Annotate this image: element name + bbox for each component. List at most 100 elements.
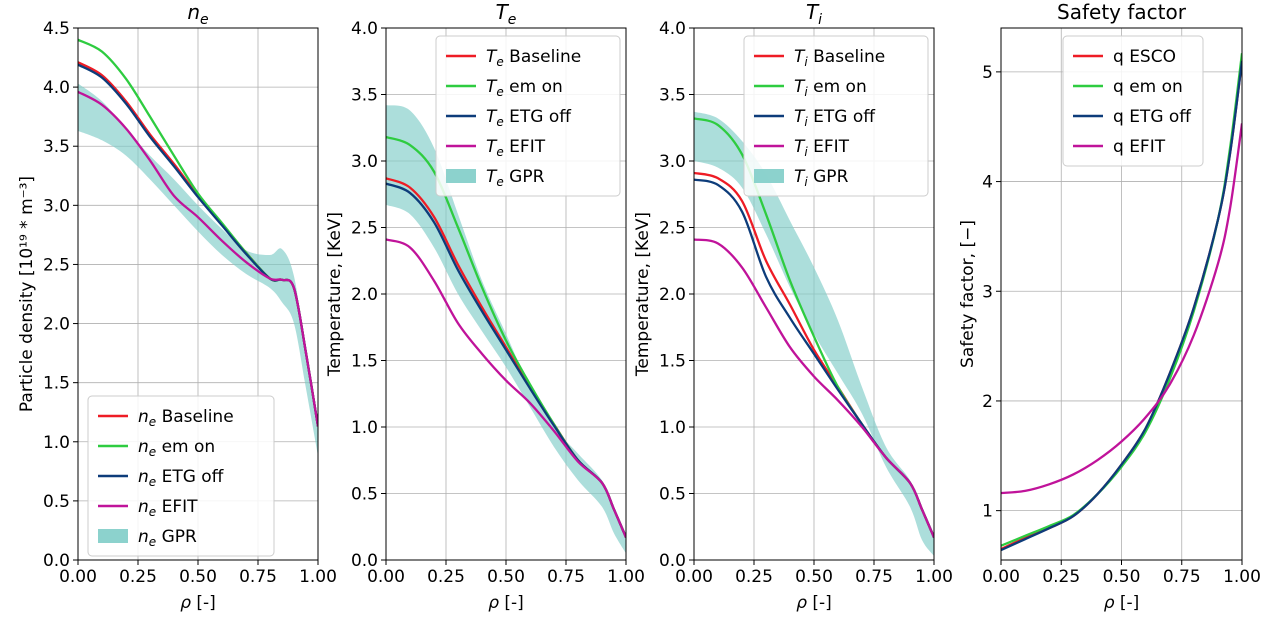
y-tick-label: 1.0 bbox=[43, 433, 70, 453]
legend: q ESCO q em on q ETG off q EFIT bbox=[1062, 35, 1204, 167]
y-tick-label: 3.5 bbox=[659, 86, 686, 106]
y-tick-label: 0.0 bbox=[659, 551, 686, 571]
panel-title: Safety factor bbox=[1057, 0, 1187, 24]
x-tick-label: 0.00 bbox=[367, 567, 405, 587]
legend-box bbox=[435, 35, 621, 197]
y-tick-label: 1.5 bbox=[659, 352, 686, 372]
y-tick-label: 0.0 bbox=[351, 551, 378, 571]
y-tick-label: 4.5 bbox=[43, 19, 70, 39]
y-tick-label: 3.0 bbox=[659, 152, 686, 172]
plot-area bbox=[694, 111, 934, 557]
plot-area bbox=[1001, 53, 1242, 552]
legend-label: Te ETG off bbox=[486, 107, 572, 129]
panel-3: 0.00 0.25 0.50 0.75 1.00 0.0 0.5 1.0 1.5 2.0 2.5 3.… bbox=[633, 0, 953, 613]
panel-4: 0.00 0.25 0.50 0.75 1.00 1 2 3 4 5 ρ [-] Safety fac… bbox=[958, 0, 1261, 613]
y-tick-label: 0.5 bbox=[659, 485, 686, 505]
x-tick-label: 0.00 bbox=[59, 567, 97, 587]
x-tick-label: 1.00 bbox=[299, 567, 337, 587]
y-axis-label: Temperature, [KeV] bbox=[325, 212, 345, 377]
y-tick-label: 1 bbox=[982, 502, 993, 522]
legend-label: Te GPR bbox=[486, 167, 545, 189]
y-tick-label: 1.5 bbox=[351, 352, 378, 372]
x-tick-label: 0.25 bbox=[735, 567, 773, 587]
legend-label: Ti em on bbox=[794, 77, 867, 99]
series-line-4 bbox=[386, 238, 626, 538]
y-tick-label: 5 bbox=[982, 63, 993, 83]
x-tick-label: 1.00 bbox=[1223, 567, 1261, 587]
series-line-4 bbox=[1001, 123, 1242, 495]
legend: ne Baseline ne em on ne ETG off ne EFIT ne G… bbox=[87, 395, 275, 557]
x-axis-label: ρ [-] bbox=[488, 593, 524, 613]
y-tick-label: 1.5 bbox=[43, 374, 70, 394]
y-tick-label: 1.0 bbox=[659, 418, 686, 438]
x-tick-label: 0.00 bbox=[982, 567, 1020, 587]
panel-title: Ti bbox=[806, 0, 822, 28]
y-axis-label: Particle density [10¹⁹ * m⁻³] bbox=[17, 176, 37, 412]
y-tick-label: 2.5 bbox=[659, 219, 686, 239]
y-tick-label: 2.0 bbox=[659, 285, 686, 305]
y-tick-label: 0.0 bbox=[43, 551, 70, 571]
y-tick-label: 2.5 bbox=[351, 219, 378, 239]
legend-label: ne ETG off bbox=[138, 467, 225, 489]
x-axis-label: ρ [-] bbox=[796, 593, 832, 613]
y-tick-label: 4 bbox=[982, 173, 993, 193]
panel-1: 0.00 0.25 0.50 0.75 1.00 0.0 0.5 1.0 1.5 2.0 2.5 3.… bbox=[17, 0, 337, 613]
y-tick-label: 3.5 bbox=[43, 137, 70, 157]
legend-label: Ti EFIT bbox=[794, 137, 850, 159]
legend-label: ne em on bbox=[138, 437, 215, 459]
series-line-4 bbox=[694, 238, 934, 538]
x-tick-label: 0.50 bbox=[487, 567, 525, 587]
legend-label: q ETG off bbox=[1113, 107, 1192, 127]
x-tick-label: 0.75 bbox=[855, 567, 893, 587]
legend-label: q em on bbox=[1113, 77, 1183, 97]
series-line-3 bbox=[1001, 60, 1242, 552]
panel-2: 0.00 0.25 0.50 0.75 1.00 0.0 0.5 1.0 1.5 2.0 2.5 3.… bbox=[325, 0, 645, 613]
legend-box bbox=[743, 35, 929, 197]
legend-label: Te Baseline bbox=[486, 47, 581, 69]
legend-box bbox=[87, 395, 275, 557]
x-tick-label: 0.50 bbox=[179, 567, 217, 587]
y-tick-label: 3.0 bbox=[43, 196, 70, 216]
legend: Te Baseline Te em on Te ETG off Te EFIT Te G… bbox=[435, 35, 621, 197]
x-tick-label: 0.75 bbox=[239, 567, 277, 587]
x-tick-label: 0.50 bbox=[795, 567, 833, 587]
y-tick-label: 2 bbox=[982, 392, 993, 412]
plot-area bbox=[386, 105, 626, 554]
y-axis-label: Safety factor, [−] bbox=[958, 220, 978, 368]
x-tick-label: 0.25 bbox=[427, 567, 465, 587]
y-tick-label: 4.0 bbox=[351, 19, 378, 39]
x-tick-label: 1.00 bbox=[915, 567, 953, 587]
x-tick-label: 0.75 bbox=[547, 567, 585, 587]
x-axis-label: ρ [-] bbox=[1104, 593, 1140, 613]
y-tick-label: 4.0 bbox=[43, 78, 70, 98]
x-tick-label: 0.00 bbox=[675, 567, 713, 587]
legend-label: q ESCO bbox=[1113, 47, 1176, 67]
panel-title: ne bbox=[187, 0, 208, 28]
y-tick-label: 3.5 bbox=[351, 86, 378, 106]
x-tick-label: 0.75 bbox=[1163, 567, 1201, 587]
series-line-4 bbox=[78, 90, 318, 427]
legend-swatch bbox=[446, 169, 476, 183]
y-tick-label: 0.5 bbox=[351, 485, 378, 505]
y-tick-label: 1.0 bbox=[351, 418, 378, 438]
legend-label: Ti Baseline bbox=[794, 47, 885, 69]
y-tick-label: 2.0 bbox=[351, 285, 378, 305]
legend-label: Te em on bbox=[486, 77, 563, 99]
legend: Ti Baseline Ti em on Ti ETG off Ti EFIT Ti G… bbox=[743, 35, 929, 197]
y-tick-label: 2.0 bbox=[43, 315, 70, 335]
legend-label: q EFIT bbox=[1113, 137, 1166, 157]
x-tick-label: 0.50 bbox=[1103, 567, 1141, 587]
y-tick-label: 3 bbox=[982, 282, 993, 302]
legend-box bbox=[1062, 35, 1204, 167]
y-tick-label: 0.5 bbox=[43, 492, 70, 512]
x-tick-label: 0.25 bbox=[1042, 567, 1080, 587]
legend-label: Ti ETG off bbox=[794, 107, 876, 129]
legend-swatch bbox=[754, 169, 784, 183]
legend-swatch bbox=[98, 529, 128, 543]
plot-area bbox=[78, 38, 318, 456]
x-tick-label: 0.25 bbox=[119, 567, 157, 587]
y-axis-label: Temperature, [KeV] bbox=[633, 212, 653, 377]
x-tick-label: 1.00 bbox=[607, 567, 645, 587]
legend-label: Te EFIT bbox=[486, 137, 546, 159]
